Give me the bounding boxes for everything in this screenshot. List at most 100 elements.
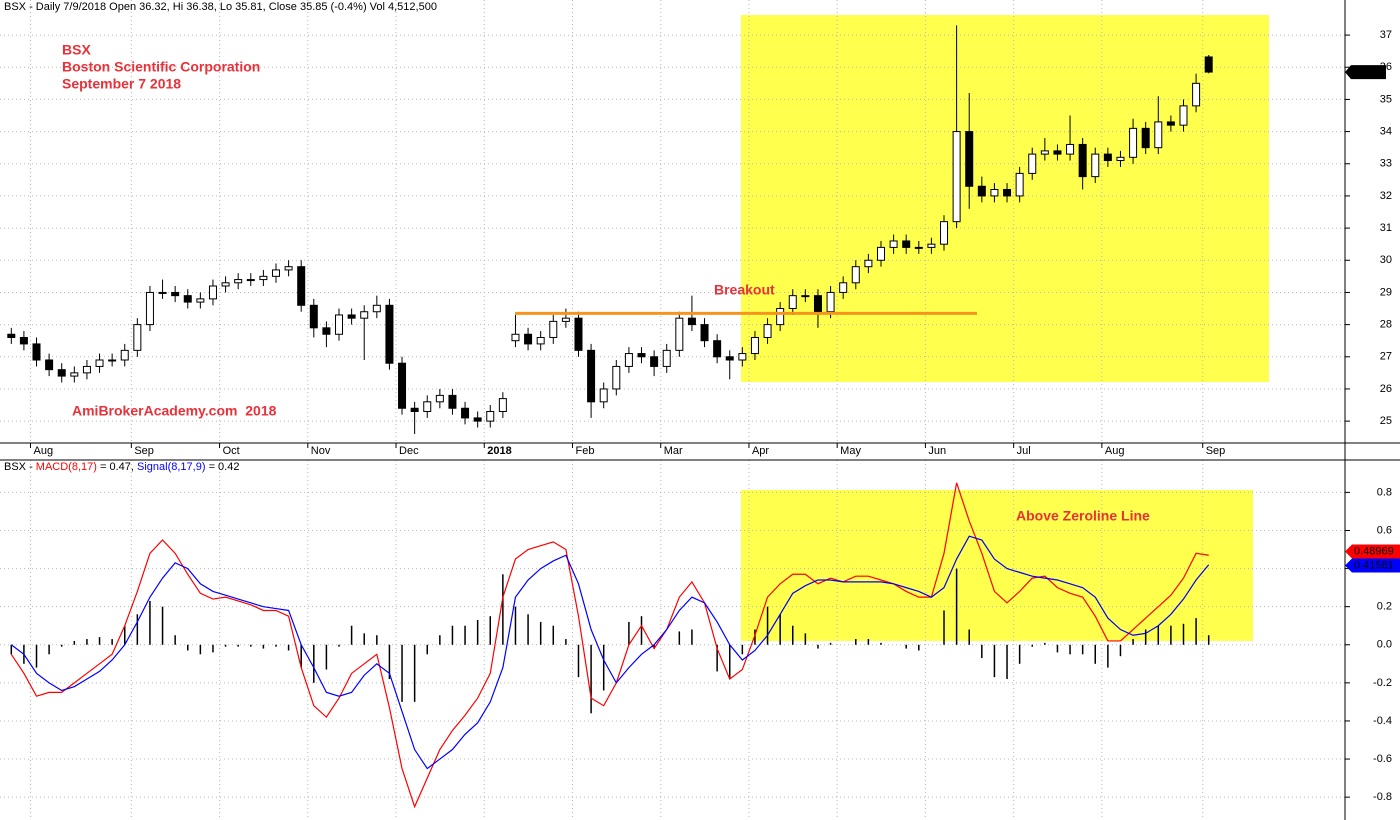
x-tick-label: Dec bbox=[399, 445, 419, 457]
candle-body bbox=[650, 356, 659, 367]
candle-body bbox=[461, 407, 470, 419]
candle-body bbox=[1040, 150, 1049, 155]
candle-body bbox=[914, 246, 923, 249]
candle-body bbox=[1166, 121, 1175, 126]
candle-body bbox=[763, 324, 772, 338]
y-tick-label: 27 bbox=[1380, 351, 1392, 363]
chart-title: BSX - Daily 7/9/2018 Open 36.32, Hi 36.3… bbox=[4, 1, 437, 13]
candle-body bbox=[372, 304, 381, 313]
candle-body bbox=[158, 291, 167, 294]
candle-body bbox=[297, 266, 306, 306]
candle-body bbox=[524, 333, 533, 345]
candle-body bbox=[927, 243, 936, 248]
y-tick-label: 26 bbox=[1380, 383, 1392, 395]
annotation: Breakout bbox=[714, 282, 775, 298]
x-tick-label: Sep bbox=[134, 445, 154, 457]
candle-body bbox=[776, 308, 785, 326]
candle-body bbox=[1028, 153, 1037, 174]
candle-body bbox=[1078, 143, 1087, 178]
candle-body bbox=[1066, 143, 1075, 155]
candle-body bbox=[108, 359, 117, 362]
y-tick-label: 0.2 bbox=[1377, 601, 1392, 613]
candle-body bbox=[574, 317, 583, 351]
candle-body bbox=[347, 314, 356, 319]
candle-body bbox=[309, 304, 318, 329]
annotation: BSX bbox=[62, 42, 91, 58]
candle-body bbox=[385, 304, 394, 364]
x-tick-label: Apr bbox=[752, 445, 769, 457]
candle-body bbox=[120, 349, 129, 361]
candle-body bbox=[473, 417, 482, 422]
y-tick-label: 0.6 bbox=[1377, 524, 1392, 536]
y-tick-label: 37 bbox=[1380, 29, 1392, 41]
candle-body bbox=[952, 131, 961, 223]
last-value-badge bbox=[1345, 558, 1400, 573]
candle-body bbox=[864, 259, 873, 268]
y-tick-label: 0.8 bbox=[1377, 486, 1392, 498]
x-tick-label: Jul bbox=[1017, 445, 1031, 457]
candle-body bbox=[977, 185, 986, 197]
x-tick-label: Aug bbox=[1105, 445, 1125, 457]
candle-body bbox=[813, 295, 822, 313]
legend-readout: = 0.47, bbox=[100, 461, 134, 473]
candle-body bbox=[1103, 153, 1112, 162]
last-value-badge bbox=[1345, 544, 1400, 559]
annotation: Above Zeroline Line bbox=[1016, 508, 1150, 524]
candle-body bbox=[398, 362, 407, 409]
candle-body bbox=[145, 291, 154, 326]
macd-title: BSX - MACD(8,17) = 0.47, Signal(8,17,9) … bbox=[4, 461, 239, 473]
candle-body bbox=[801, 295, 810, 298]
candle-body bbox=[498, 398, 507, 412]
candle-body bbox=[82, 365, 91, 374]
candle-body bbox=[1116, 156, 1125, 162]
candle-body bbox=[221, 282, 230, 287]
candle-body bbox=[70, 372, 79, 377]
candle-body bbox=[234, 279, 243, 284]
macd-line bbox=[10, 482, 1209, 809]
y-tick-label: 35 bbox=[1380, 93, 1392, 105]
candle-body bbox=[57, 369, 66, 377]
candle-body bbox=[171, 291, 180, 297]
candle-body bbox=[940, 221, 949, 245]
legend-readout: = 0.42 bbox=[209, 461, 240, 473]
y-tick-label: 28 bbox=[1380, 319, 1392, 331]
candle-body bbox=[839, 282, 848, 293]
candle-body bbox=[1154, 121, 1163, 149]
candle-body bbox=[322, 327, 331, 335]
candle-body bbox=[876, 246, 885, 261]
y-tick-label: 34 bbox=[1380, 125, 1392, 137]
x-tick-label: Aug bbox=[34, 445, 54, 457]
candle-body bbox=[738, 353, 747, 361]
y-tick-label: 33 bbox=[1380, 158, 1392, 170]
legend-entry: MACD(8,17) bbox=[36, 461, 97, 473]
candle-body bbox=[612, 365, 621, 390]
candle-body bbox=[208, 285, 217, 300]
candle-body bbox=[196, 298, 205, 303]
y-tick-label: 32 bbox=[1380, 190, 1392, 202]
macd-title-prefix: BSX - bbox=[4, 461, 33, 473]
legend-entry: Signal(8,17,9) bbox=[137, 461, 206, 473]
highlight-box bbox=[741, 490, 1253, 641]
candle-body bbox=[637, 353, 646, 358]
y-tick-label: 0.0 bbox=[1377, 639, 1392, 651]
candle-body bbox=[259, 275, 268, 281]
candle-body bbox=[410, 407, 419, 412]
candle-body bbox=[700, 324, 709, 342]
candle-body bbox=[1129, 127, 1138, 158]
candle-body bbox=[561, 317, 570, 322]
candle-body bbox=[7, 333, 16, 338]
candle-body bbox=[284, 266, 293, 271]
x-tick-label: Nov bbox=[311, 445, 331, 457]
y-tick-label: 29 bbox=[1380, 286, 1392, 298]
marks bbox=[7, 25, 1213, 809]
x-tick-label: 2018 bbox=[487, 445, 511, 457]
grid bbox=[0, 0, 1345, 820]
candle-body bbox=[1179, 105, 1188, 126]
candle-body bbox=[624, 353, 633, 367]
candle-body bbox=[587, 349, 596, 403]
candle-body bbox=[335, 314, 344, 335]
y-tick-label: -0.6 bbox=[1373, 753, 1392, 765]
y-tick-label: -0.8 bbox=[1373, 791, 1392, 803]
x-tick-label: Oct bbox=[223, 445, 240, 457]
